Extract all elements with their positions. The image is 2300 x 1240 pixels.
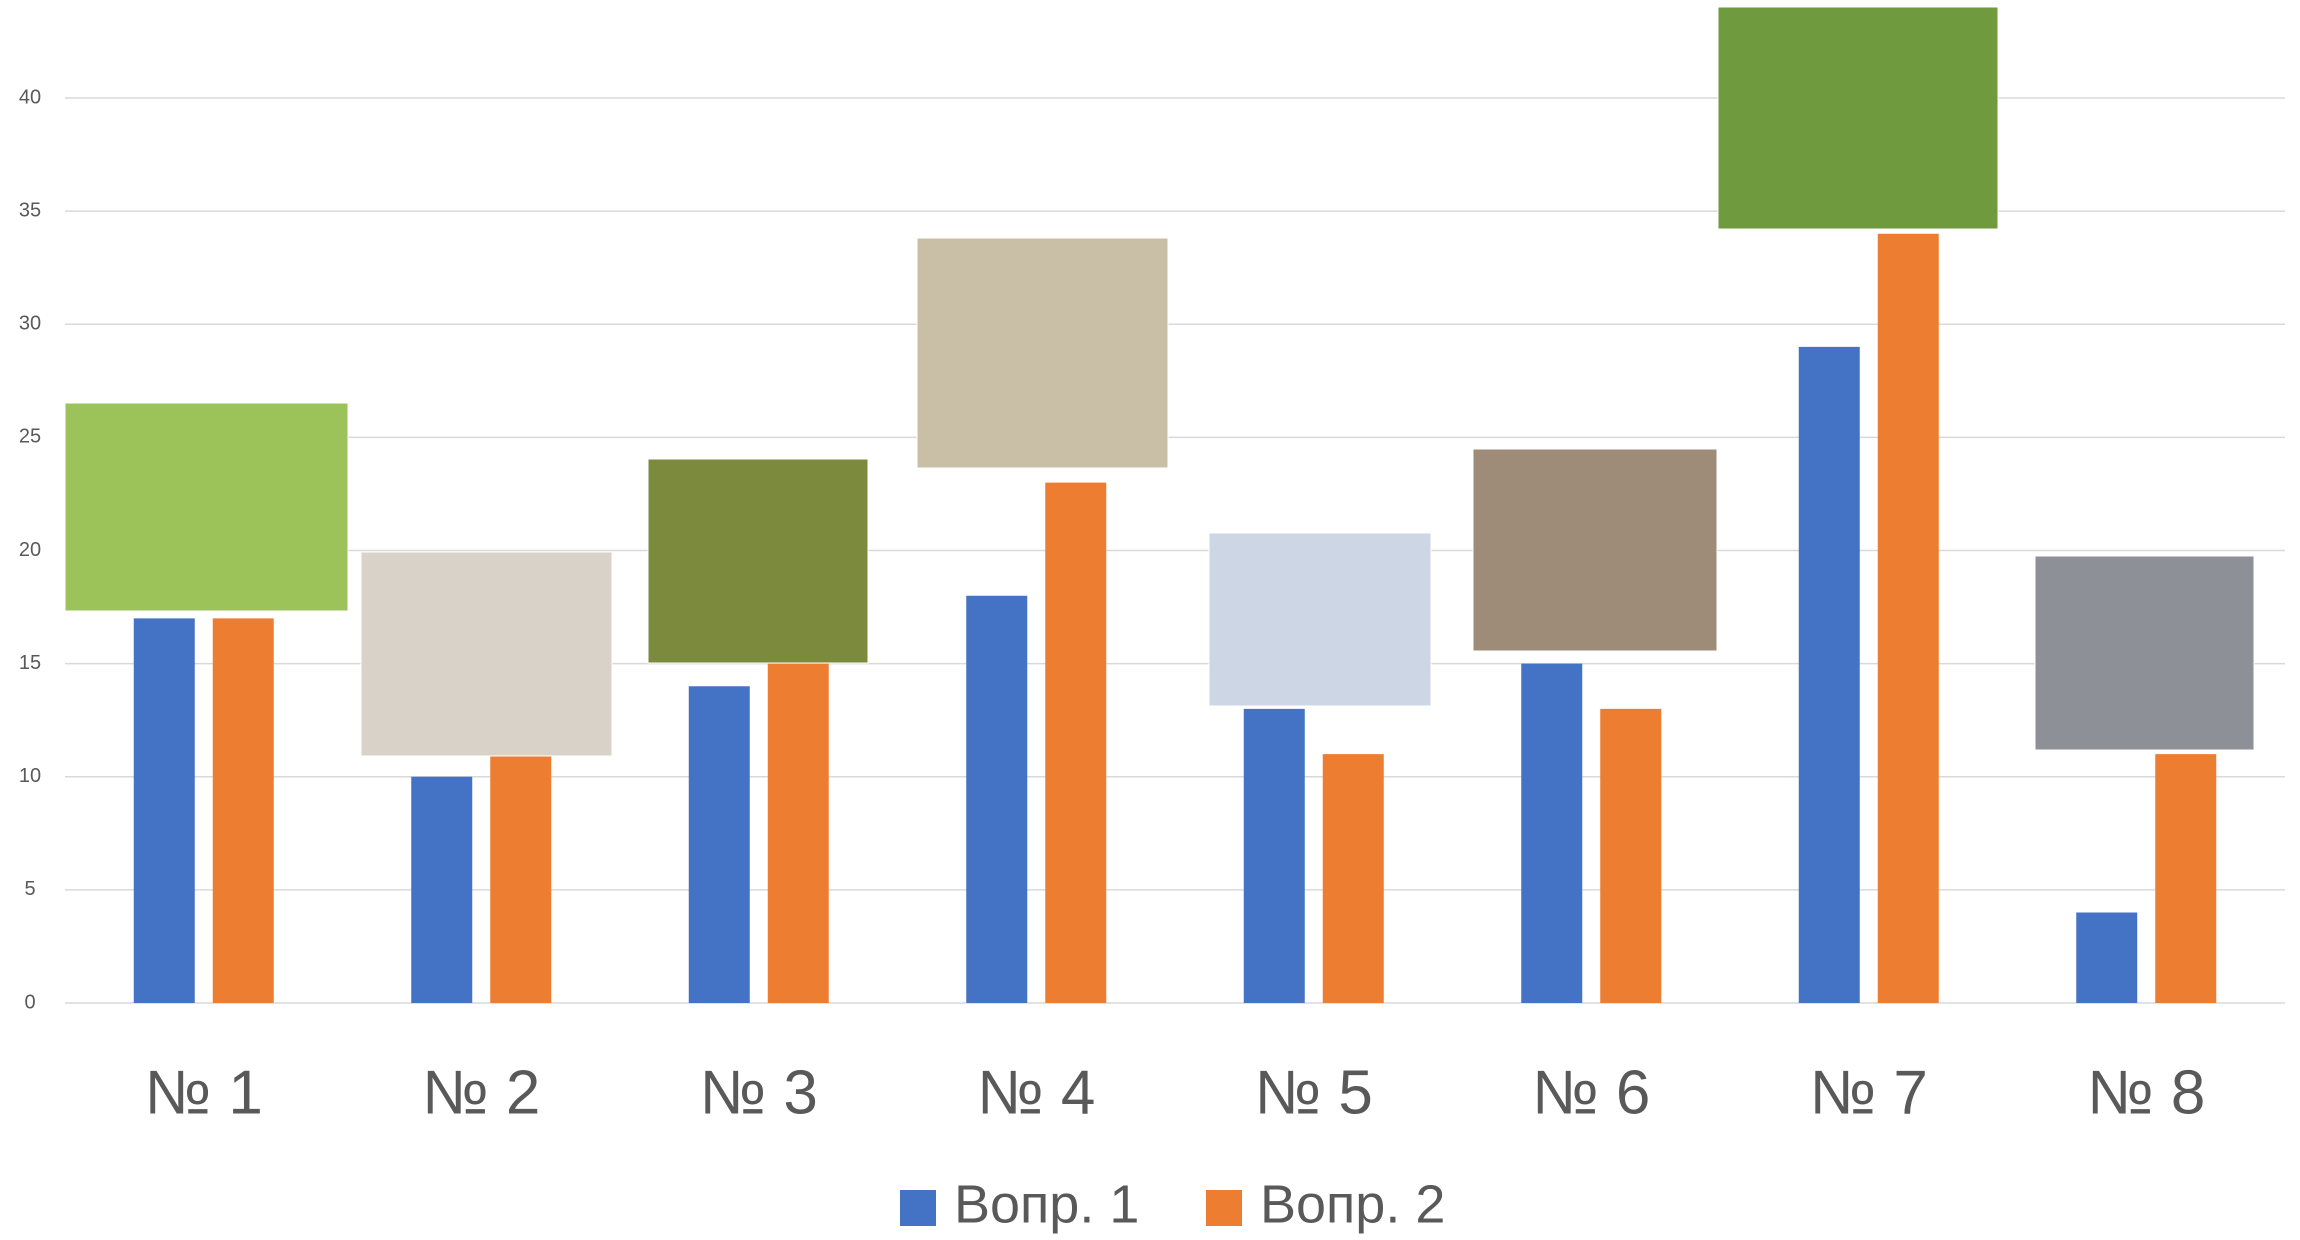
bars (133, 233, 2217, 1003)
bar (212, 618, 274, 1003)
photo (1472, 448, 1718, 652)
photo (1208, 532, 1432, 707)
y-tick-label: 35 (19, 199, 41, 221)
photo (64, 402, 349, 612)
y-tick-label: 5 (24, 878, 35, 900)
bar (966, 595, 1028, 1003)
x-tick-label: № 5 (1255, 1058, 1373, 1127)
dog-photos (64, 6, 2255, 757)
x-tick-label: № 7 (1810, 1058, 1928, 1127)
x-tick-label: № 4 (977, 1058, 1095, 1127)
bar (767, 663, 829, 1003)
bar (133, 618, 195, 1003)
y-tick-label: 20 (19, 539, 41, 561)
x-tick-label: № 8 (2087, 1058, 2205, 1127)
bar (411, 776, 473, 1003)
labels: 0 5 10 15 20 25 30 35 40 № 1 № 2 № 3 № 4 № 5 № 6 № 7 № 8… (19, 86, 2205, 1234)
bar (1243, 708, 1305, 1003)
legend-swatch (1206, 1190, 1242, 1226)
y-tick-label: 0 (24, 991, 35, 1013)
y-tick-label: 40 (19, 86, 41, 108)
x-tick-label: № 1 (145, 1058, 263, 1127)
legend-swatch (900, 1190, 936, 1226)
x-tick-label: № 3 (700, 1058, 818, 1127)
y-tick-label: 25 (19, 426, 41, 448)
photo (916, 237, 1169, 469)
bar (2076, 912, 2138, 1003)
x-tick-label: № 2 (422, 1058, 540, 1127)
legend-label: Вопр. 1 (954, 1174, 1139, 1234)
y-tick-label: 30 (19, 313, 41, 335)
grid (65, 97, 2285, 1004)
bar (2155, 754, 2217, 1003)
y-tick-label: 15 (19, 652, 41, 674)
bar (1521, 663, 1583, 1003)
bar (1045, 482, 1107, 1003)
legend-label: Вопр. 2 (1260, 1174, 1445, 1234)
photo (1717, 6, 1999, 230)
bar (1600, 708, 1662, 1003)
photo (360, 551, 613, 757)
photo (647, 458, 869, 664)
x-tick-label: № 6 (1532, 1058, 1650, 1127)
y-tick-label: 10 (19, 765, 41, 787)
bar (1877, 233, 1939, 1003)
bar (1322, 754, 1384, 1003)
photo (2034, 555, 2255, 751)
bar (1798, 346, 1860, 1003)
bar (490, 754, 552, 1003)
bar (688, 686, 750, 1003)
